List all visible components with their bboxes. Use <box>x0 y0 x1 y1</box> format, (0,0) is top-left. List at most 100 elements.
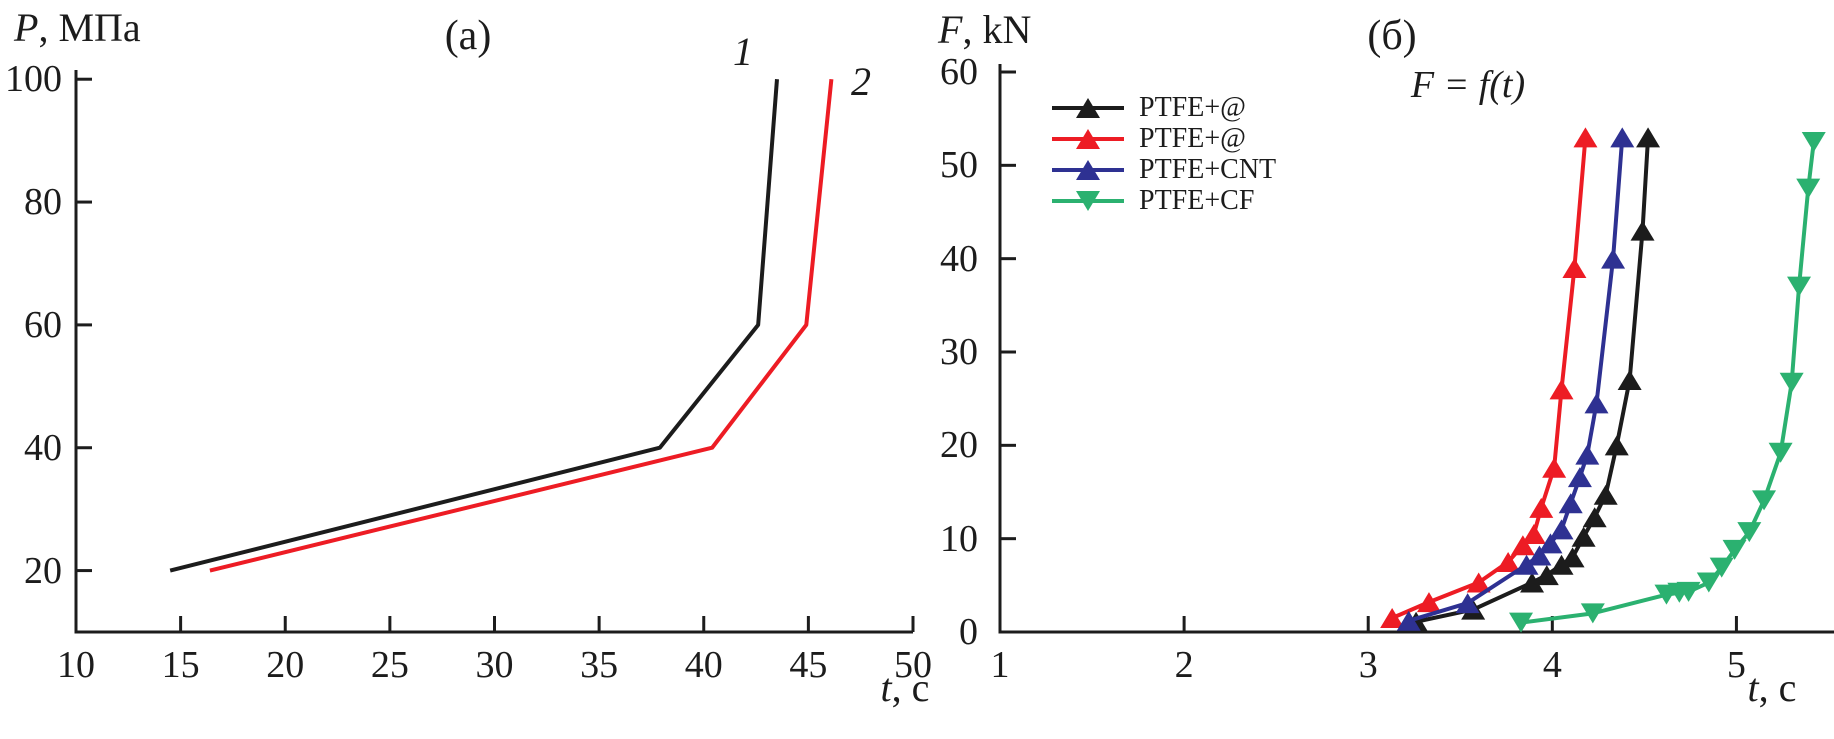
x-tick-label: 15 <box>161 644 200 686</box>
series-line-PTFE+@ <box>1415 137 1651 624</box>
x-tick-label: 2 <box>1174 644 1194 686</box>
series-marker-triangle-up-icon <box>1562 258 1587 278</box>
series-marker-triangle-up-icon <box>1466 572 1491 593</box>
series-marker-triangle-down-icon <box>1752 490 1777 511</box>
series-marker-triangle-up-icon <box>1416 592 1441 613</box>
panel-a-x-axis-variable: t <box>880 665 892 710</box>
series-marker-triangle-up-icon <box>1601 248 1626 269</box>
series-marker-triangle-up-icon <box>1380 608 1405 628</box>
series-marker-triangle-up-icon <box>1573 127 1598 148</box>
series-marker-triangle-down-icon <box>1580 603 1605 624</box>
panel-b-y-axis-title: F, kN <box>938 10 1031 50</box>
series-marker-triangle-up-icon <box>1549 379 1574 400</box>
panel-a-y-axis-title: P, МПа <box>14 8 141 48</box>
panel-b-y-axis-variable: F <box>938 7 963 52</box>
x-tick-label: 40 <box>684 644 723 686</box>
series-marker-triangle-up-icon <box>1630 220 1655 241</box>
series-marker-triangle-down-icon <box>1768 442 1793 463</box>
series-marker-triangle-up-icon <box>1527 545 1552 566</box>
y-tick-label: 10 <box>940 517 978 560</box>
legend-marker-triangle-down-icon <box>1052 190 1124 211</box>
x-tick-label: 3 <box>1358 644 1378 686</box>
series-marker-triangle-down-icon <box>1076 190 1100 211</box>
series-marker-triangle-down-icon <box>1696 572 1721 593</box>
legend-marker-triangle-up-icon <box>1052 128 1124 149</box>
panel-b-annotation: F = f(t) <box>1410 64 1526 106</box>
series-marker-triangle-up-icon <box>1636 127 1661 148</box>
x-tick-label: 35 <box>580 644 619 686</box>
legend-item: PTFE+@ <box>1050 123 1276 154</box>
series-marker-triangle-up-icon <box>1542 457 1567 478</box>
legend-label: PTFE+@ <box>1139 91 1246 123</box>
x-tick-label: 20 <box>266 644 305 686</box>
series-marker-triangle-up-icon <box>1496 552 1521 572</box>
x-tick-label: 50 <box>894 644 932 686</box>
panel-b-x-axis-title: t, с <box>1748 668 1797 708</box>
series-marker-triangle-down-icon <box>1787 276 1812 297</box>
panel-b-x-axis-variable: t <box>1747 665 1759 710</box>
series-marker-triangle-down-icon <box>1676 581 1701 602</box>
series-marker-triangle-up-icon <box>1538 533 1563 554</box>
curve-label-1: 1 <box>733 29 753 74</box>
panel-a-title: (a) <box>444 13 492 59</box>
y-tick-label: 100 <box>5 58 62 101</box>
series-marker-triangle-up-icon <box>1076 97 1100 118</box>
y-tick-label: 20 <box>24 549 62 592</box>
series-marker-triangle-up-icon <box>1558 493 1583 514</box>
x-tick-label: 4 <box>1542 644 1562 686</box>
series-line-1 <box>169 79 779 573</box>
y-tick-label: 60 <box>24 303 62 346</box>
y-tick-label: 0 <box>959 611 978 653</box>
curve-label-2: 2 <box>851 59 871 104</box>
legend-marker-triangle-up-icon <box>1052 159 1124 180</box>
legend-label: PTFE+CF <box>1139 184 1255 216</box>
series-marker-triangle-up-icon <box>1575 444 1600 465</box>
series-marker-triangle-up-icon <box>1560 547 1585 568</box>
series-marker-triangle-up-icon <box>1604 435 1629 456</box>
series-marker-triangle-up-icon <box>1549 519 1574 540</box>
y-tick-label: 40 <box>24 426 62 469</box>
series-marker-triangle-up-icon <box>1076 128 1100 149</box>
series-marker-triangle-up-icon <box>1076 159 1100 180</box>
panel-b-y-axis-unit: , kN <box>962 7 1032 52</box>
series-marker-triangle-up-icon <box>1549 554 1574 575</box>
series-marker-triangle-up-icon <box>1571 526 1596 547</box>
series-marker-triangle-down-icon <box>1509 612 1534 633</box>
series-marker-triangle-up-icon <box>1520 572 1545 593</box>
series-marker-triangle-down-icon <box>1722 539 1747 560</box>
series-marker-triangle-down-icon <box>1796 178 1821 199</box>
y-tick-label: 80 <box>24 181 62 224</box>
series-line-2 <box>209 79 834 573</box>
panel-b-x-axis-unit: , с <box>1758 665 1797 710</box>
x-tick-label: 5 <box>1726 644 1746 686</box>
series-marker-triangle-down-icon <box>1779 372 1804 393</box>
series-marker-triangle-up-icon <box>1582 507 1607 528</box>
series-marker-triangle-up-icon <box>1514 554 1539 575</box>
series-marker-triangle-down-icon <box>1801 132 1826 152</box>
legend-marker-triangle-up-icon <box>1052 97 1124 118</box>
series-marker-triangle-up-icon <box>1617 370 1642 390</box>
legend-label: PTFE+@ <box>1139 122 1246 154</box>
series-marker-triangle-up-icon <box>1593 484 1618 505</box>
series-marker-triangle-up-icon <box>1529 497 1554 518</box>
panel-a-y-axis-variable: P <box>14 5 39 50</box>
y-tick-label: 40 <box>940 237 978 280</box>
legend: PTFE+@ PTFE+@ PTFE+CNT PTFE+CF <box>1050 92 1276 216</box>
series-marker-triangle-up-icon <box>1510 535 1535 556</box>
y-tick-label: 60 <box>940 51 978 93</box>
series-marker-triangle-up-icon <box>1567 467 1592 488</box>
series-marker-triangle-up-icon <box>1534 565 1559 586</box>
panel-a-x-axis-unit: , с <box>891 665 930 710</box>
legend-item: PTFE+CF <box>1050 185 1276 216</box>
series-marker-triangle-down-icon <box>1737 522 1762 543</box>
series-marker-triangle-up-icon <box>1455 593 1480 614</box>
series-marker-triangle-up-icon <box>1584 393 1609 414</box>
x-tick-label: 25 <box>370 644 409 686</box>
legend-item: PTFE+@ <box>1050 92 1276 123</box>
legend-item: PTFE+CNT <box>1050 154 1276 185</box>
panel-a-y-axis-unit: , МПа <box>38 5 141 50</box>
x-tick-label: 1 <box>990 644 1010 686</box>
series-marker-triangle-up-icon <box>1610 127 1635 148</box>
series-marker-triangle-up-icon <box>1521 524 1546 544</box>
